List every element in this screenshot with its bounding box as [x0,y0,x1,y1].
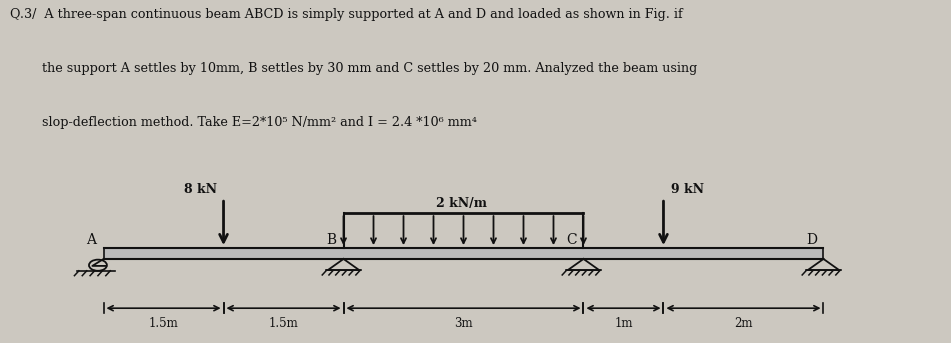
Text: 8 kN: 8 kN [184,183,217,196]
Text: the support A settles by 10mm, B settles by 30 mm and C settles by 20 mm. Analyz: the support A settles by 10mm, B settles… [10,62,697,75]
Text: C: C [566,233,576,247]
Text: 2m: 2m [734,317,753,330]
Text: D: D [805,233,817,247]
Text: 2 kN/m: 2 kN/m [436,197,487,210]
Text: A: A [86,233,96,247]
Text: 1.5m: 1.5m [148,317,179,330]
Text: 9 kN: 9 kN [671,183,705,196]
Text: 3m: 3m [455,317,473,330]
Text: slop-deflection method. Take E=2*10⁵ N/mm² and I = 2.4 *10⁶ mm⁴: slop-deflection method. Take E=2*10⁵ N/m… [10,116,476,129]
Text: 1m: 1m [614,317,632,330]
Bar [104,248,824,259]
Text: 1.5m: 1.5m [268,317,299,330]
Text: B: B [326,233,336,247]
Text: Q.3/  A three-span continuous beam ABCD is simply supported at A and D and loade: Q.3/ A three-span continuous beam ABCD i… [10,8,682,21]
